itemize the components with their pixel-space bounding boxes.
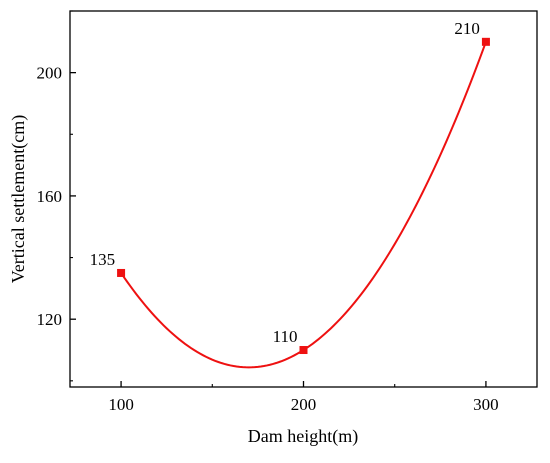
y-tick-label: 120 bbox=[37, 310, 63, 329]
x-tick-label: 300 bbox=[473, 395, 499, 414]
x-axis: 100 200 300 bbox=[108, 381, 499, 414]
y-axis-title: Vertical settlement(cm) bbox=[8, 115, 29, 283]
y-tick-label: 160 bbox=[37, 187, 63, 206]
data-point-marker bbox=[299, 346, 308, 355]
series-line bbox=[120, 41, 487, 369]
data-label: 135 bbox=[90, 250, 116, 269]
x-tick-label: 200 bbox=[291, 395, 317, 414]
x-tick-label: 100 bbox=[108, 395, 134, 414]
y-axis: 120 160 200 bbox=[37, 10, 76, 382]
series-markers bbox=[117, 37, 490, 355]
data-label: 110 bbox=[273, 327, 298, 346]
y-tick-label: 200 bbox=[37, 64, 63, 83]
data-point-marker bbox=[117, 268, 126, 277]
data-label: 210 bbox=[454, 19, 480, 38]
data-labels: 135 110 210 bbox=[90, 19, 480, 346]
data-point-marker bbox=[481, 37, 490, 46]
x-axis-title: Dam height(m) bbox=[248, 426, 358, 447]
plot-frame bbox=[69, 10, 538, 388]
